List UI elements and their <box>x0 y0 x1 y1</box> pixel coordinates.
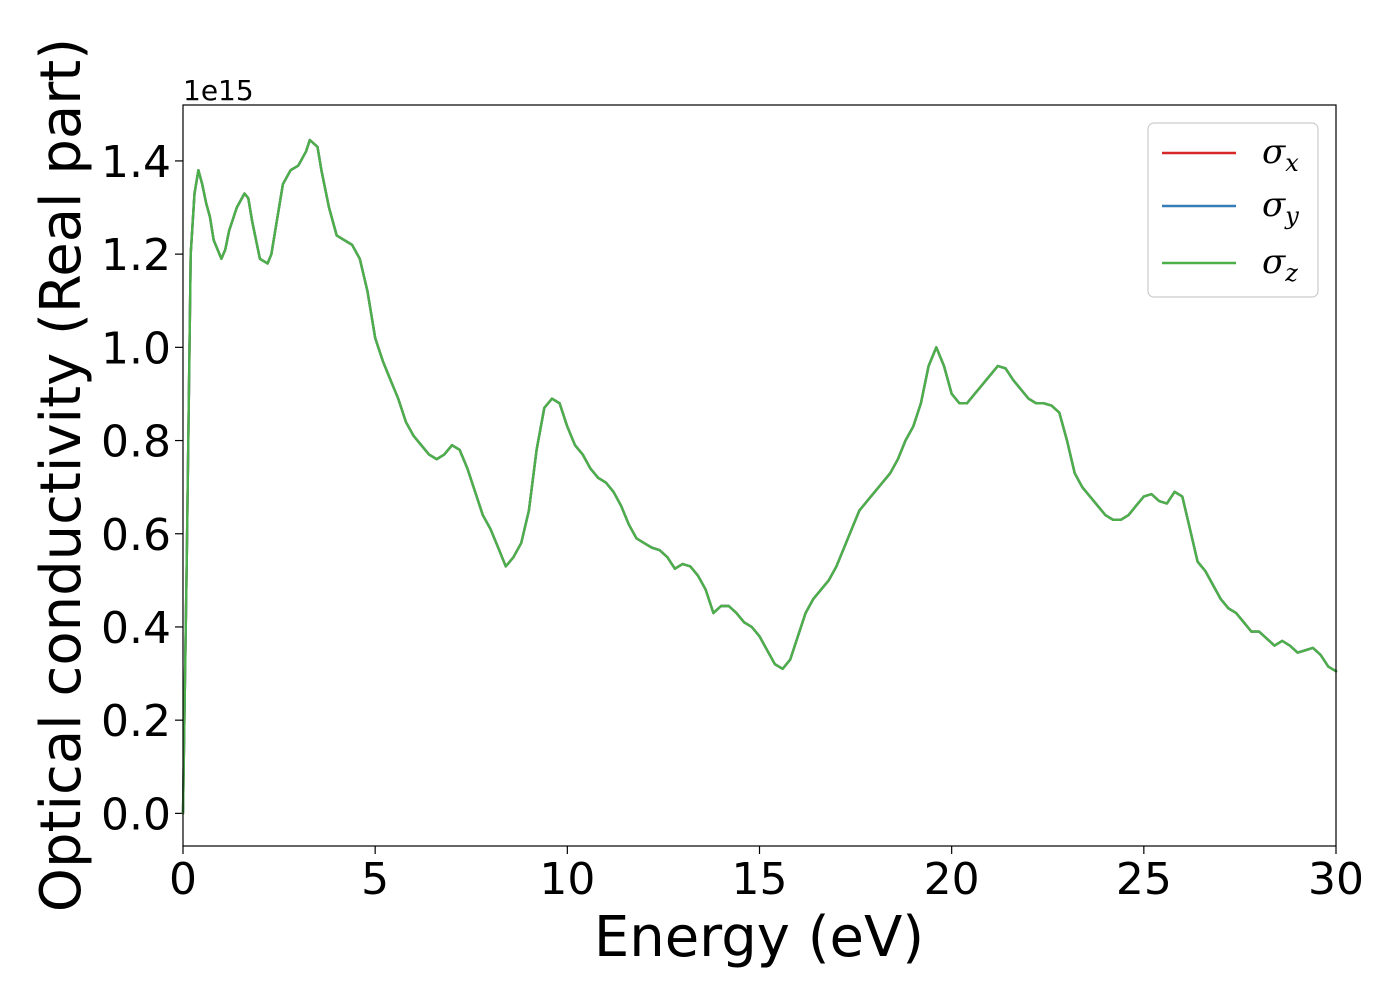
plot-area-frame <box>182 104 1337 847</box>
legend-label: σy <box>1262 185 1299 230</box>
y-tick-label: 1.2 <box>101 230 171 281</box>
x-tick-label: 30 <box>1308 854 1364 905</box>
y-tick-label: 0.8 <box>101 417 171 468</box>
x-tick-label: 0 <box>169 854 197 905</box>
x-tick-label: 5 <box>361 854 389 905</box>
x-tick-label: 15 <box>732 854 788 905</box>
y-axis-label: Optical conductivity (Real part) <box>29 38 94 912</box>
y-offset-label: 1e15 <box>183 74 254 107</box>
plot-lines <box>181 138 1338 815</box>
x-tick-label: 10 <box>539 854 595 905</box>
y-axis-ticks: 0.0 0.2 0.4 0.6 0.8 1.0 1.2 1.4 <box>101 137 183 840</box>
legend-frame <box>1147 122 1319 298</box>
y-tick-label: 0.2 <box>101 696 171 747</box>
x-axis-label: Energy (eV) <box>594 905 924 970</box>
legend-items: σx σy σz <box>1162 132 1299 287</box>
y-tick-label: 1.4 <box>101 137 171 188</box>
legend: σx σy σz <box>1147 122 1319 298</box>
y-tick-label: 0.6 <box>101 510 171 561</box>
x-tick-label: 25 <box>1116 854 1172 905</box>
y-tick-label: 0.0 <box>101 789 171 840</box>
y-tick-label: 1.0 <box>101 323 171 374</box>
y-tick-label: 0.4 <box>101 603 171 654</box>
legend-label: σx <box>1262 132 1299 177</box>
series-line-sigma-z <box>181 138 1338 815</box>
x-tick-label: 20 <box>924 854 980 905</box>
legend-label: σz <box>1262 242 1298 287</box>
x-axis-ticks: 0 5 10 15 20 25 30 <box>169 846 1364 905</box>
